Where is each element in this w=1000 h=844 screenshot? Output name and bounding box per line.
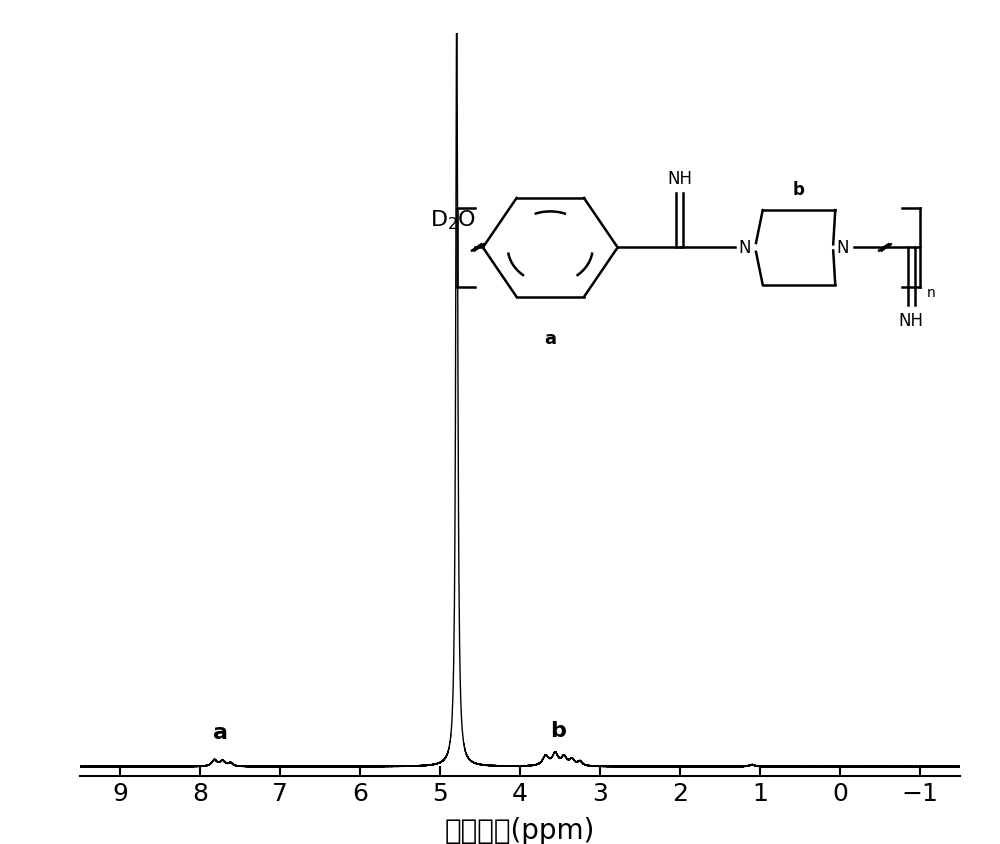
Text: NH: NH — [899, 311, 924, 330]
Text: n: n — [926, 285, 935, 300]
Text: D$_2$O: D$_2$O — [430, 208, 476, 231]
Text: b: b — [793, 181, 805, 198]
Text: a: a — [544, 329, 556, 348]
Text: N: N — [836, 239, 849, 257]
X-axis label: 化学位移(ppm): 化学位移(ppm) — [445, 816, 595, 844]
Text: NH: NH — [667, 170, 692, 188]
Text: N: N — [738, 239, 751, 257]
Text: b: b — [550, 720, 566, 740]
Text: a: a — [212, 722, 228, 742]
